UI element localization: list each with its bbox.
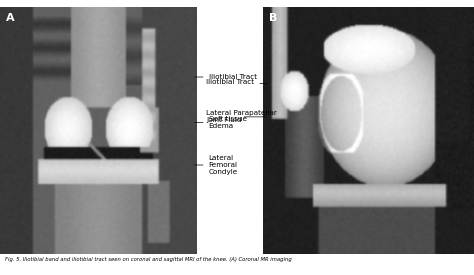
Text: Lateral Parapatellar
Joint Fluid: Lateral Parapatellar Joint Fluid	[206, 110, 277, 123]
Text: Iliotibial Tract: Iliotibial Tract	[206, 79, 266, 86]
Text: Iliotibial Tract: Iliotibial Tract	[195, 74, 257, 80]
Text: Lateral
Femoral
Condyle: Lateral Femoral Condyle	[195, 155, 238, 175]
Text: Soft tissue
Edema: Soft tissue Edema	[195, 116, 246, 129]
Text: A: A	[6, 13, 15, 23]
Text: Fig. 5. Iliotibial band and iliotibial tract seen on coronal and sagittal MRI of: Fig. 5. Iliotibial band and iliotibial t…	[5, 257, 292, 262]
Text: B: B	[269, 13, 278, 23]
